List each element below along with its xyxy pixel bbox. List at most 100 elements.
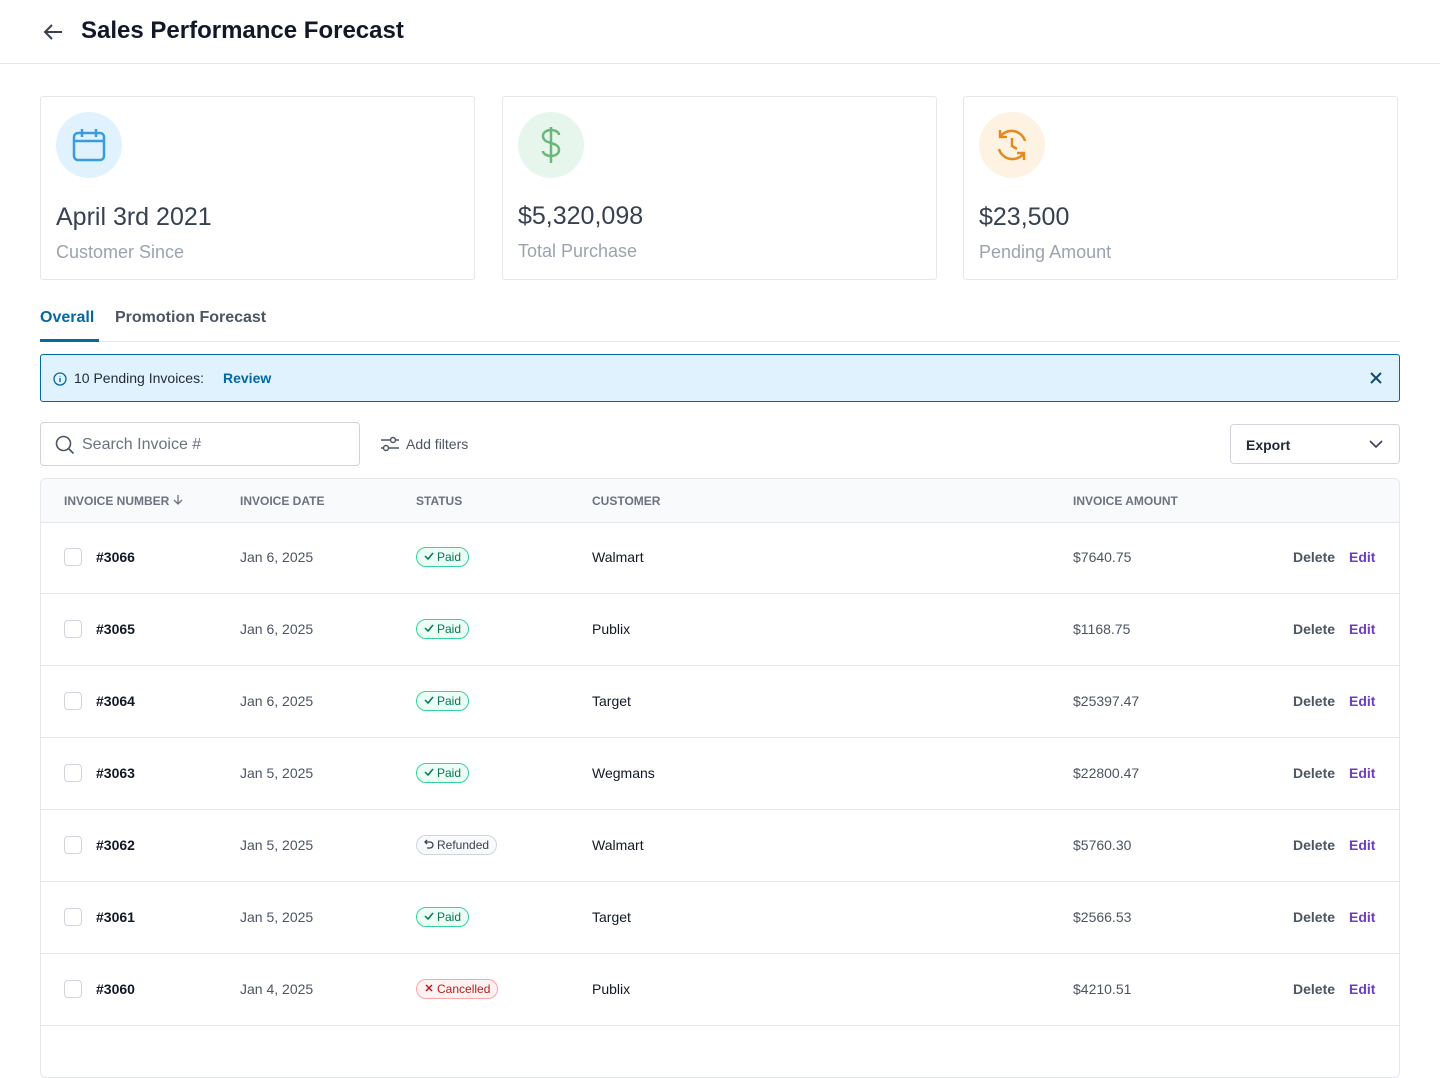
invoice-date: Jan 6, 2025	[240, 693, 314, 709]
sort-icon	[173, 494, 183, 509]
status-label: Paid	[437, 550, 462, 564]
status-label: Paid	[437, 910, 462, 924]
invoice-date: Jan 5, 2025	[240, 909, 314, 925]
export-dropdown[interactable]: Export	[1230, 424, 1400, 464]
stat-card: April 3rd 2021 Customer Since	[40, 96, 475, 280]
column-header: INVOICE AMOUNT	[1073, 494, 1178, 508]
invoice-date: Jan 6, 2025	[240, 549, 314, 565]
edit-button[interactable]: Edit	[1349, 621, 1376, 637]
banner-text: 10 Pending Invoices:	[74, 370, 204, 386]
invoice-number: #3065	[96, 621, 135, 637]
table-row: #3063 Jan 5, 2025 Paid Wegmans $22800.47 Dele…	[41, 738, 1399, 810]
status-chip: Paid	[416, 547, 470, 567]
status-chip: Refunded	[416, 835, 498, 855]
customer: Publix	[592, 621, 631, 637]
invoice-amount: $4210.51	[1073, 981, 1132, 997]
invoice-number: #3060	[96, 981, 135, 997]
page-title: Sales Performance Forecast	[81, 17, 404, 44]
row-checkbox[interactable]	[64, 764, 82, 782]
invoice-date: Jan 5, 2025	[240, 765, 314, 781]
table-row: #3065 Jan 6, 2025 Paid Publix $1168.75 Delete…	[41, 594, 1399, 666]
row-checkbox[interactable]	[64, 836, 82, 854]
filter-button[interactable]: Add filters	[380, 434, 480, 456]
delete-button[interactable]: Delete	[1293, 621, 1336, 637]
delete-button[interactable]: Delete	[1293, 693, 1336, 709]
export-label: Export	[1246, 437, 1291, 453]
header: Sales Performance Forecast	[0, 0, 1440, 64]
card-value: April 3rd 2021	[56, 203, 212, 231]
status-chip: Paid	[416, 619, 470, 639]
tab-divider	[40, 341, 1400, 342]
delete-button[interactable]: Delete	[1293, 981, 1336, 997]
filter-label: Add filters	[406, 436, 469, 452]
stat-card: $5,320,098 Total Purchase	[502, 96, 937, 280]
invoice-amount: $1168.75	[1073, 621, 1131, 637]
customer: Target	[592, 909, 631, 925]
edit-button[interactable]: Edit	[1349, 549, 1376, 565]
table-row: #3061 Jan 5, 2025 Paid Target $2566.53 Delete…	[41, 882, 1399, 954]
tab-active[interactable]: Overall	[40, 309, 95, 326]
card-label: Total Purchase	[518, 241, 638, 261]
tab-indicator	[40, 339, 99, 342]
status-chip: Cancelled	[416, 979, 499, 999]
search-icon	[55, 435, 75, 455]
search-input[interactable]: Search Invoice #	[40, 422, 360, 466]
edit-button[interactable]: Edit	[1349, 909, 1376, 925]
invoice-amount: $22800.47	[1073, 765, 1140, 781]
delete-button[interactable]: Delete	[1293, 837, 1336, 853]
customer: Walmart	[592, 837, 644, 853]
alert-banner: 10 Pending Invoices: Review	[40, 354, 1400, 402]
edit-button[interactable]: Edit	[1349, 981, 1376, 997]
invoice-amount: $5760.30	[1073, 837, 1132, 853]
column-header: INVOICE DATE	[240, 494, 325, 508]
row-checkbox[interactable]	[64, 980, 82, 998]
status-chip: Paid	[416, 763, 470, 783]
invoice-date: Jan 5, 2025	[240, 837, 314, 853]
invoice-number: #3063	[96, 765, 135, 781]
edit-button[interactable]: Edit	[1349, 765, 1376, 781]
table-row: #3066 Jan 6, 2025 Paid Walmart $7640.75 Delet…	[41, 522, 1399, 594]
close-button[interactable]	[1369, 371, 1383, 385]
invoice-date: Jan 4, 2025	[240, 981, 314, 997]
table-row: #3060 Jan 4, 2025 Cancelled Publix $4210.51 D…	[41, 954, 1399, 1026]
card-icon	[518, 112, 584, 178]
table-row: #3062 Jan 5, 2025 Refunded Walmart $5760.30 D…	[41, 810, 1399, 882]
card-icon	[56, 112, 122, 178]
row-checkbox[interactable]	[64, 620, 82, 638]
customer: Walmart	[592, 549, 644, 565]
card-value: $23,500	[979, 203, 1070, 231]
search-placeholder: Search Invoice #	[82, 436, 202, 453]
column-header: STATUS	[416, 494, 463, 508]
column-header: CUSTOMER	[592, 494, 661, 508]
delete-button[interactable]: Delete	[1293, 549, 1336, 565]
edit-button[interactable]: Edit	[1349, 837, 1376, 853]
table-header: INVOICE NUMBER INVOICE DATE STATUS CUSTOMER…	[41, 479, 1399, 523]
row-checkbox[interactable]	[64, 692, 82, 710]
tab[interactable]: Promotion Forecast	[115, 309, 267, 326]
card-label: Customer Since	[56, 242, 185, 262]
filter-icon	[381, 436, 399, 452]
card-value: $5,320,098	[518, 202, 644, 230]
status-chip: Paid	[416, 907, 470, 927]
delete-button[interactable]: Delete	[1293, 909, 1336, 925]
column-header: INVOICE NUMBER	[64, 494, 170, 508]
customer: Target	[592, 693, 631, 709]
status-label: Cancelled	[437, 982, 491, 996]
invoice-amount: $25397.47	[1073, 693, 1140, 709]
edit-button[interactable]: Edit	[1349, 693, 1376, 709]
row-checkbox[interactable]	[64, 908, 82, 926]
card-label: Pending Amount	[979, 242, 1112, 262]
invoice-number: #3066	[96, 549, 135, 565]
customer: Wegmans	[592, 765, 655, 781]
invoice-amount: $2566.53	[1073, 909, 1132, 925]
info-icon	[53, 372, 67, 386]
back-button[interactable]	[42, 22, 64, 42]
row-checkbox[interactable]	[64, 548, 82, 566]
banner-link[interactable]: Review	[223, 370, 272, 386]
table-row: #3064 Jan 6, 2025 Paid Target $25397.47 Delet…	[41, 666, 1399, 738]
delete-button[interactable]: Delete	[1293, 765, 1336, 781]
customer: Publix	[592, 981, 631, 997]
status-chip: Paid	[416, 691, 470, 711]
